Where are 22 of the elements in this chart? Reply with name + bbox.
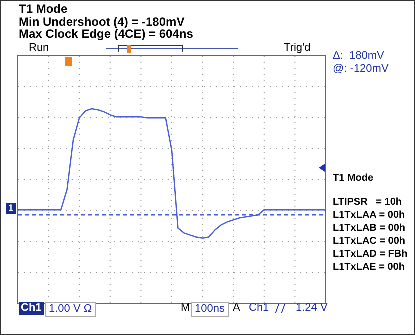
chart-subtitle: Min Undershoot (4) = -180mV — [19, 15, 185, 29]
text: Max Clock Edge (4CE) = 604ns — [19, 27, 194, 41]
text: A — [233, 302, 240, 315]
text: L1TxLAB = 00h — [333, 222, 406, 235]
text: Ch1 — [19, 302, 44, 315]
text: T1 Mode — [333, 172, 374, 185]
text: 100ns — [191, 302, 229, 317]
text: L1TxLAA = 00h — [333, 209, 406, 222]
text: @: -120mV — [333, 63, 389, 76]
text: 1 — [6, 203, 16, 214]
text: M — [181, 302, 190, 315]
chart-title: T1 Mode — [19, 2, 68, 16]
text: Δ: 180mV — [333, 50, 384, 63]
text: L1TxLAC = 00h — [333, 235, 406, 248]
text: LTIPSR = 10h — [333, 196, 402, 209]
text: 1.00 V Ω — [45, 302, 96, 317]
text: 1.24 V — [296, 302, 328, 315]
text: L1TxLAD = FBh — [333, 248, 408, 261]
text: Ch1 — [249, 302, 270, 315]
text: Trig'd — [284, 42, 311, 55]
text: L1TxLAE = 00h — [333, 261, 405, 274]
text: Run — [29, 42, 50, 55]
